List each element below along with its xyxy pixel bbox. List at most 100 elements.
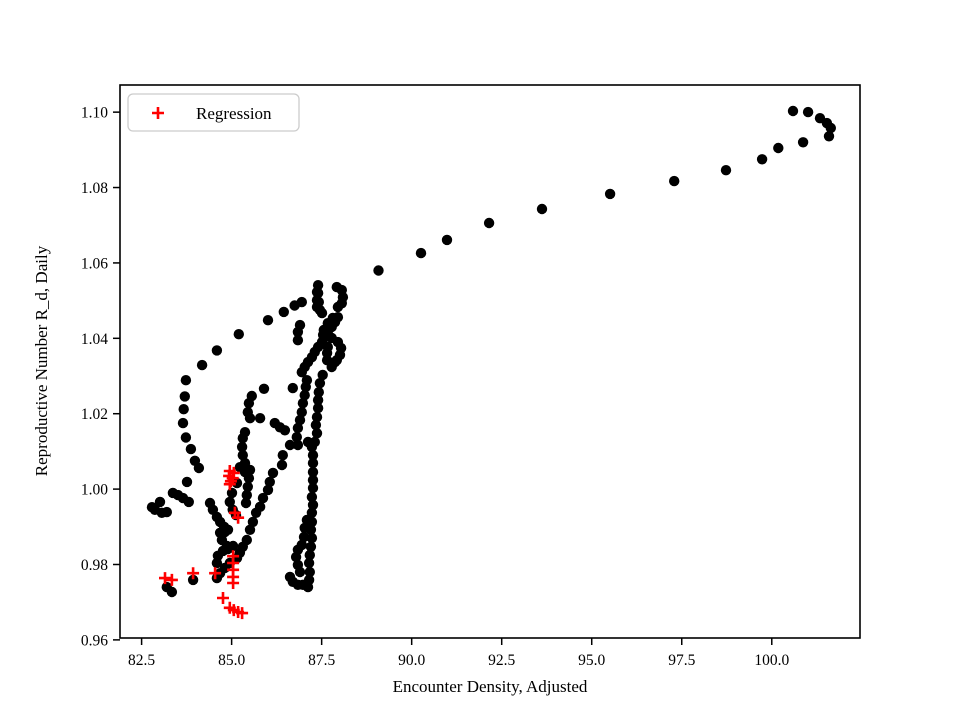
scatter-point	[307, 457, 319, 469]
scatter-point	[166, 586, 178, 598]
scatter-point	[250, 507, 262, 518]
scatter-point	[332, 301, 344, 313]
scatter-point	[247, 516, 259, 528]
scatter-point	[181, 476, 193, 488]
scatter-point	[298, 531, 310, 543]
scatter-point	[313, 296, 324, 308]
scatter-point	[825, 122, 836, 134]
scatter-point	[262, 315, 274, 326]
x-tick-label: 92.5	[488, 652, 515, 669]
regression-plus-icon	[152, 107, 164, 119]
scatter-point	[296, 367, 307, 378]
y-axis-ticks: 0.96 0.98 1.00 1.02 1.04 1.06 1.08 1.10	[81, 105, 120, 649]
x-tick-label: 100.0	[754, 652, 789, 669]
scatter-point	[224, 496, 235, 508]
scatter-point	[305, 541, 317, 552]
plot-area-frame	[119, 84, 861, 639]
scatter-point	[211, 345, 223, 356]
scatter-point	[290, 551, 302, 563]
scatter-point	[183, 496, 194, 508]
scatter-point	[307, 450, 319, 461]
scatter-point	[161, 506, 172, 518]
scatter-point	[415, 247, 427, 259]
regression-marker	[217, 592, 229, 604]
scatter-point	[264, 476, 275, 488]
scatter-point	[797, 137, 809, 148]
scatter-point	[292, 439, 304, 451]
scatter-point	[314, 378, 326, 389]
scatter-point	[243, 398, 255, 409]
scatter-point	[276, 459, 288, 471]
scatter-point	[297, 398, 309, 409]
scatter-point	[304, 566, 315, 578]
scatter-point	[299, 390, 310, 401]
scatter-point	[196, 359, 208, 371]
scatter-point	[154, 496, 166, 508]
scatter-point	[756, 154, 768, 165]
regression-marker	[223, 478, 236, 491]
x-axis-label: Encounter Density, Adjusted	[393, 677, 588, 696]
scatter-point	[185, 443, 197, 455]
scatter-point	[237, 433, 248, 444]
scatter-point	[177, 417, 189, 429]
scatter-point	[307, 499, 319, 511]
scatter-point	[296, 407, 307, 418]
y-tick-label: 1.00	[81, 482, 108, 499]
y-tick-label: 1.08	[81, 180, 108, 197]
scatter-point	[307, 466, 319, 478]
regression-marker	[159, 572, 171, 585]
legend-box	[127, 93, 300, 132]
scatter-point	[287, 382, 298, 394]
scatter-point	[313, 387, 324, 398]
y-tick-label: 1.06	[81, 255, 108, 272]
scatter-point	[303, 557, 315, 569]
scatter-point	[277, 450, 288, 461]
regression-marker	[232, 511, 245, 524]
regression-marker	[236, 607, 249, 620]
scatter-point	[312, 287, 324, 299]
scatter-point	[604, 188, 616, 200]
scatter-point	[240, 497, 252, 509]
scatter-point	[310, 419, 322, 431]
scatter-point	[226, 487, 238, 499]
scatter-point	[291, 431, 302, 443]
scatter-point	[296, 296, 307, 308]
scatter-point	[306, 441, 318, 453]
scatter-point	[316, 307, 328, 319]
scatter-point	[279, 425, 291, 436]
scatter-point	[241, 489, 252, 501]
scatter-point	[242, 481, 253, 492]
scatter-point	[304, 549, 315, 561]
scatter-point	[284, 571, 296, 583]
scatter-point	[301, 514, 313, 526]
scatter-point	[180, 375, 192, 386]
x-tick-label: 87.5	[308, 652, 335, 669]
scatter-point	[237, 450, 248, 461]
scatter-point	[326, 361, 337, 373]
regression-marker	[187, 567, 200, 580]
scatter-point	[239, 466, 251, 478]
scatter-point	[306, 532, 318, 544]
scatter-point	[823, 131, 835, 142]
regression-marker	[165, 573, 178, 586]
scatter-point	[178, 404, 189, 415]
scatter-point	[483, 217, 495, 229]
legend-label: Regression	[196, 104, 272, 123]
x-tick-label: 95.0	[578, 652, 605, 669]
scatter-point	[669, 175, 680, 187]
scatter-point	[211, 557, 223, 569]
scatter-point	[189, 455, 201, 466]
data-series-trajectory	[146, 105, 836, 598]
scatter-point	[292, 326, 304, 338]
scatter-point	[787, 105, 799, 117]
scatter-point	[179, 391, 190, 402]
scatter-point	[307, 474, 319, 486]
scatter-point	[284, 439, 296, 451]
scatter-point	[257, 492, 269, 504]
scatter-point	[233, 329, 244, 340]
scatter-point	[300, 381, 311, 393]
legend: Regression	[127, 93, 300, 132]
y-tick-label: 1.04	[81, 331, 108, 348]
x-tick-label: 90.0	[398, 652, 425, 669]
